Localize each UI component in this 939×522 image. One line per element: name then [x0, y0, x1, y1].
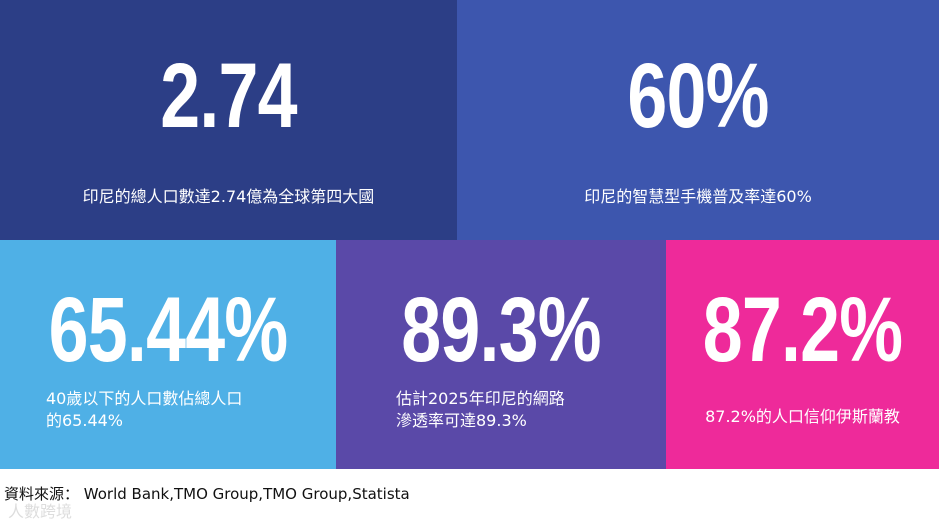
stat-value: 65.44% [48, 279, 288, 381]
stat-caption-line: 估計2025年印尼的網路 [396, 389, 565, 408]
stat-caption: 估計2025年印尼的網路 滲透率可達89.3% [396, 388, 636, 432]
stat-caption: 印尼的智慧型手機普及率達60% [584, 187, 812, 206]
stat-tile-under-40: 65.44% 40歲以下的人口數佔總人口 的65.44% [0, 240, 336, 469]
stat-value: 60% [627, 45, 769, 147]
watermark: 人數跨境 [8, 502, 73, 521]
stat-caption: 40歲以下的人口數佔總人口 的65.44% [46, 388, 306, 432]
stat-caption: 印尼的總人口數達2.74億為全球第四大國 [82, 187, 375, 206]
stat-tile-population: 2.74 印尼的總人口數達2.74億為全球第四大國 [0, 0, 457, 240]
stat-caption-line: 滲透率可達89.3% [396, 411, 527, 430]
stat-value: 87.2% [702, 279, 903, 381]
stat-value: 2.74 [160, 45, 297, 147]
stat-caption-line: 的65.44% [46, 411, 124, 430]
stat-tile-islam: 87.2% 87.2%的人口信仰伊斯蘭教 [666, 240, 939, 469]
stat-caption: 87.2%的人口信仰伊斯蘭教 [705, 407, 900, 426]
stat-value: 89.3% [401, 279, 601, 381]
stat-tile-smartphone: 60% 印尼的智慧型手機普及率達60% [457, 0, 939, 240]
stat-tile-internet: 89.3% 估計2025年印尼的網路 滲透率可達89.3% [336, 240, 666, 469]
source-note: 資料來源： World Bank,TMO Group,TMO Group,Sta… [4, 485, 410, 503]
stat-caption-line: 40歲以下的人口數佔總人口 [46, 389, 243, 408]
